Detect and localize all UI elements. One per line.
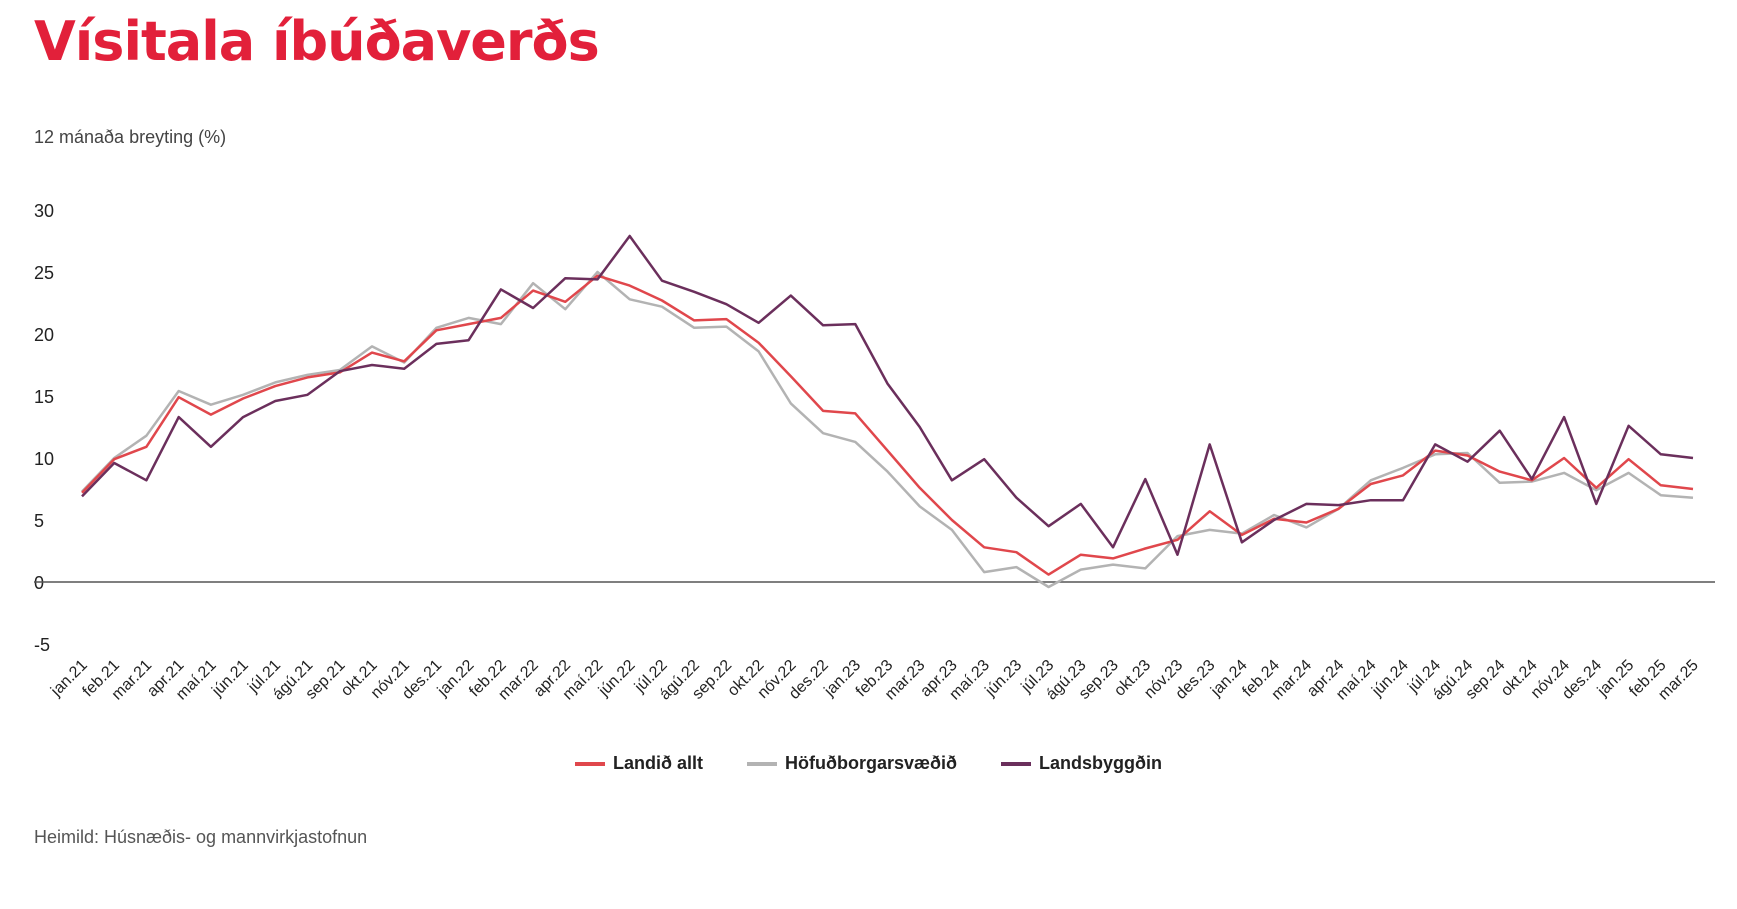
legend-label: Höfuðborgarsvæðið xyxy=(784,752,957,773)
legend-swatch xyxy=(746,762,777,766)
x-tick-label: jún.23 xyxy=(982,657,1026,701)
y-tick-label: 10 xyxy=(34,449,54,469)
y-tick-labels: 30 25 20 15 10 5 0 -5 xyxy=(34,201,54,655)
line-chart: 30 25 20 15 10 5 0 -5 jan.21feb.21mar.21apr.21m… xyxy=(34,201,1715,704)
y-tick-label: 25 xyxy=(34,263,54,283)
y-axis-label: 12 mánaða breyting (%) xyxy=(34,127,227,147)
y-tick-label: 20 xyxy=(34,325,54,345)
chart-title: Vísitala íbúðaverðs xyxy=(34,10,600,73)
legend-label: Landsbyggðin xyxy=(1039,752,1162,773)
x-tick-label: jún.24 xyxy=(1368,657,1412,701)
x-tick-labels: jan.21feb.21mar.21apr.21maí.21jún.21júl.… xyxy=(47,657,1702,704)
legend-swatch xyxy=(574,762,605,766)
y-tick-label: 0 xyxy=(34,573,44,593)
legend-swatch xyxy=(1001,762,1031,766)
x-tick-label: jún.21 xyxy=(208,657,252,701)
series-line-0 xyxy=(81,274,1694,576)
legend-label: Landið allt xyxy=(612,752,703,773)
legend-item: Höfuðborgarsvæðið xyxy=(746,752,957,774)
legend: Landið allt Höfuðborgarsvæðið Landsbyggðin xyxy=(0,752,1737,774)
x-tick-label: jún.22 xyxy=(595,657,639,701)
series-line-1 xyxy=(81,270,1694,589)
series-line-2 xyxy=(81,234,1694,556)
legend-item: Landsbyggðin xyxy=(1001,753,1162,774)
y-tick-label: 15 xyxy=(34,387,54,407)
legend-item: Landið allt xyxy=(574,752,703,774)
y-tick-label: -5 xyxy=(34,635,50,655)
y-tick-label: 5 xyxy=(34,511,44,531)
series-lines xyxy=(81,234,1694,589)
y-tick-label: 30 xyxy=(34,201,54,221)
source-note: Heimild: Húsnæðis- og mannvirkjastofnun xyxy=(34,827,368,847)
